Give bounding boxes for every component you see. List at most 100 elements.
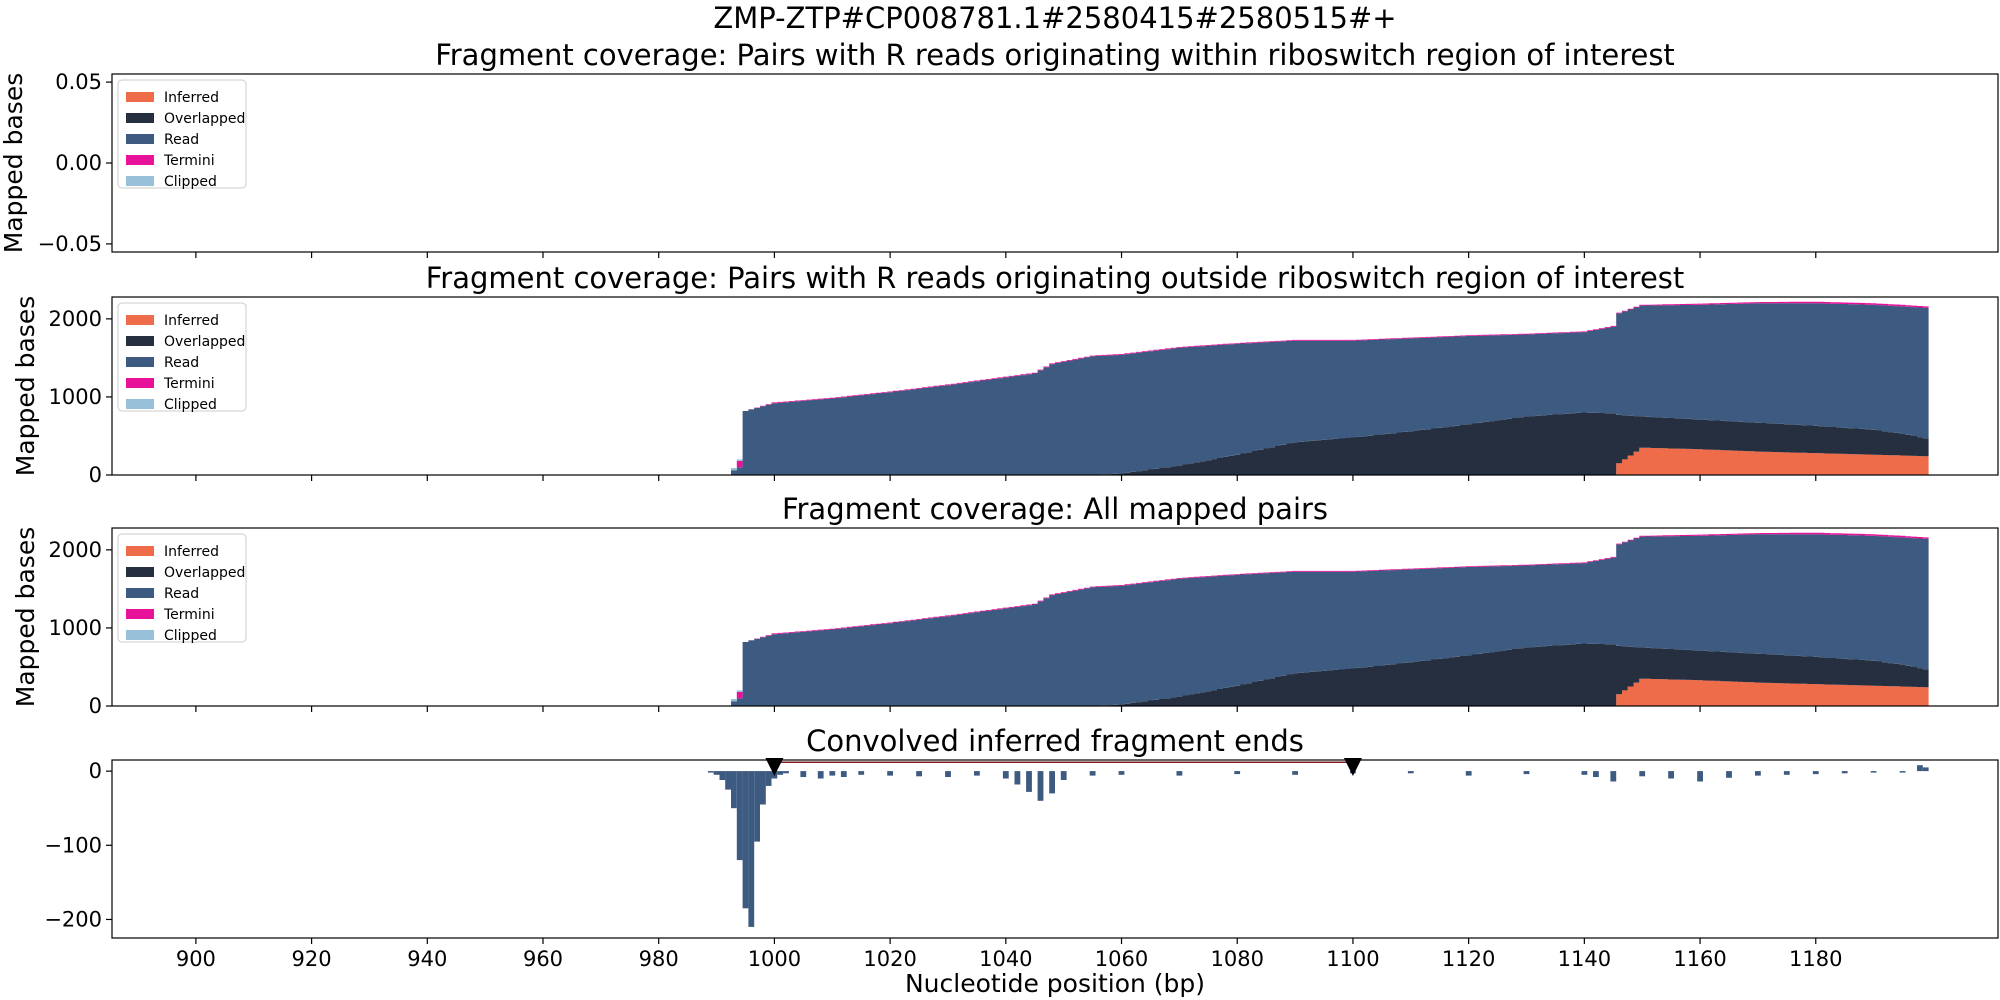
panel-title: Fragment coverage: All mapped pairs — [782, 492, 1328, 526]
x-tick-label: 1100 — [1326, 947, 1379, 971]
x-tick-label: 940 — [407, 947, 447, 971]
convolved-bar — [765, 771, 772, 786]
convolved-bar — [742, 771, 749, 909]
legend-label-overlapped: Overlapped — [164, 334, 245, 350]
y-tick-label: 0.00 — [55, 151, 102, 175]
convolved-bar — [783, 771, 789, 774]
convolved-bar — [1014, 771, 1021, 785]
legend-swatch-termini — [126, 609, 154, 619]
legend-swatch-overlapped — [126, 567, 154, 577]
series-inferred — [731, 447, 1929, 475]
panel-outside-roi: 0 1000 2000 Fragment coverage: Pairs with R… — [11, 261, 1999, 487]
x-tick-label: 900 — [176, 947, 216, 971]
convolved-bar — [1002, 771, 1009, 779]
x-tick-label: 1020 — [863, 947, 916, 971]
legend-swatch-read — [126, 134, 154, 144]
legend-label-termini: Termini — [163, 376, 215, 392]
convolved-bar — [1899, 771, 1906, 773]
legend-swatch-clipped — [126, 630, 154, 640]
x-tick-label: 980 — [639, 947, 679, 971]
convolved-bar — [1176, 771, 1183, 776]
x-tick-label: 1160 — [1673, 947, 1726, 971]
y-axis-label: Mapped bases — [0, 73, 28, 253]
y-tick-label: 0 — [89, 694, 102, 718]
convolved-bar — [945, 771, 951, 777]
convolved-bar — [713, 771, 720, 775]
convolved-bar — [800, 771, 807, 777]
panel-title: Convolved inferred fragment ends — [806, 724, 1304, 758]
legend-label-termini: Termini — [163, 153, 215, 169]
legend-label-termini: Termini — [163, 607, 215, 623]
convolved-bar — [829, 771, 836, 776]
convolved-bar — [1593, 771, 1599, 777]
legend-label-overlapped: Overlapped — [164, 565, 245, 581]
legend-label-clipped: Clipped — [164, 628, 217, 644]
y-tick-label: 0 — [89, 463, 102, 487]
legend-label-read: Read — [164, 132, 199, 148]
convolved-bar — [1118, 771, 1125, 775]
legend-label-read: Read — [164, 355, 199, 371]
y-tick-label: 1000 — [49, 616, 102, 640]
legend-label-read: Read — [164, 586, 199, 602]
convolved-bar — [1465, 771, 1472, 776]
convolved-bar — [1870, 771, 1877, 773]
convolved-bar — [760, 771, 766, 805]
panel-title: Fragment coverage: Pairs with R reads or… — [426, 261, 1685, 295]
axes-frame — [111, 527, 1999, 707]
legend-swatch-termini — [126, 378, 154, 388]
convolved-bar — [707, 771, 714, 773]
x-tick-label: 1060 — [1095, 947, 1148, 971]
legend-label-inferred: Inferred — [164, 313, 219, 329]
convolved-bar — [1089, 771, 1096, 776]
x-axis-label: Nucleotide position (bp) — [905, 969, 1205, 998]
legend-swatch-termini — [126, 155, 154, 165]
convolved-bar — [1812, 771, 1819, 775]
convolved-bar — [1523, 771, 1530, 775]
convolved-bar — [1639, 771, 1646, 777]
series-read — [731, 534, 1929, 706]
window-marker — [765, 758, 784, 776]
convolved-bar — [1610, 771, 1617, 782]
panel-convolved-ends: 0 −100 −200 900 920 940 960 980 1000 1020 1040 1060… — [44, 724, 1999, 971]
y-tick-label: 1000 — [49, 385, 102, 409]
convolved-bar — [858, 771, 865, 775]
convolved-bar — [748, 771, 755, 927]
convolved-bar — [1049, 771, 1055, 794]
convolved-bar — [817, 771, 824, 779]
axes-frame — [111, 73, 1999, 253]
y-tick-label: 2000 — [49, 307, 102, 331]
convolved-bar — [887, 771, 893, 776]
legend-swatch-inferred — [126, 546, 154, 556]
convolved-bar — [1060, 771, 1067, 780]
convolved-bar — [1581, 771, 1588, 775]
convolved-bar — [1917, 765, 1923, 772]
panel-within-roi: −0.05 0.00 0.05 Fragment coverage: Pairs wi… — [0, 38, 1999, 258]
x-tick-label: 960 — [523, 947, 563, 971]
panel-title: Fragment coverage: Pairs with R reads or… — [435, 38, 1675, 72]
y-tick-label: −0.05 — [38, 232, 102, 256]
y-tick-label: 2000 — [49, 538, 102, 562]
x-tick-label: 1080 — [1211, 947, 1264, 971]
legend-swatch-overlapped — [126, 113, 154, 123]
x-tick-label: 1000 — [748, 947, 801, 971]
legend: Inferred Overlapped Read Termini Clipped — [117, 302, 247, 413]
x-tick-label: 920 — [292, 947, 332, 971]
series-inferred — [731, 678, 1929, 706]
convolved-bar — [1922, 767, 1929, 772]
series-overlapped — [731, 412, 1929, 475]
legend-swatch-overlapped — [126, 336, 154, 346]
convolved-bar — [1841, 771, 1848, 774]
series-read — [731, 303, 1929, 475]
legend-swatch-read — [126, 588, 154, 598]
legend-swatch-read — [126, 357, 154, 367]
convolved-bar — [719, 771, 726, 780]
convolved-bar — [1726, 771, 1732, 778]
convolved-bar — [1292, 771, 1298, 775]
legend-label-clipped: Clipped — [164, 397, 217, 413]
y-tick-label: 0.05 — [55, 70, 102, 94]
legend-label-inferred: Inferred — [164, 544, 219, 560]
y-tick-label: −100 — [44, 833, 102, 857]
convolved-bar — [777, 771, 784, 775]
axes-frame — [111, 296, 1999, 476]
convolved-bar — [1234, 771, 1241, 775]
